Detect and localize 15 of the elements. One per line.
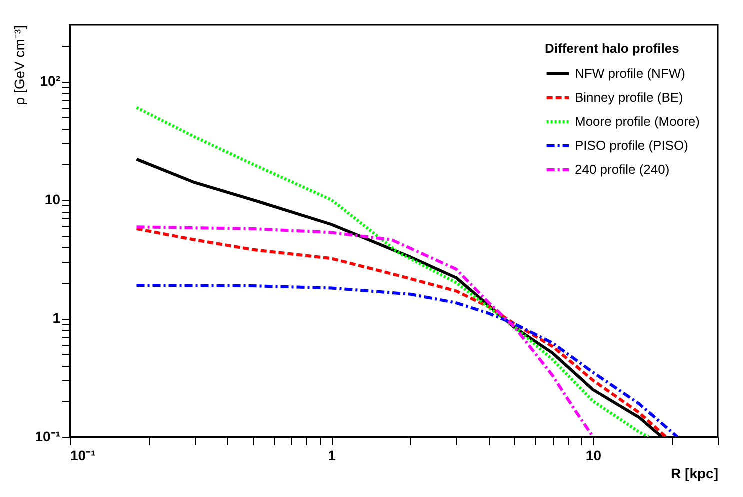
x-axis-title: R [kpc] <box>671 466 718 482</box>
y-tick-label: 10 <box>44 192 61 208</box>
x-tick-label: 1 <box>328 448 336 464</box>
y-axis-title: ρ [GeV cm⁻³] <box>11 26 28 106</box>
x-tick-label: 10 <box>586 448 602 464</box>
legend-label: 240 profile (240) <box>575 162 670 177</box>
y-tick-label: 10² <box>40 73 61 90</box>
legend-label: PISO profile (PISO) <box>575 138 688 153</box>
legend-label: Binney profile (BE) <box>575 90 684 105</box>
legend-label: Moore profile (Moore) <box>575 114 700 129</box>
y-tick-label: 10⁻¹ <box>35 428 61 444</box>
x-tick-label: 10⁻¹ <box>70 448 96 464</box>
y-tick-label: 1 <box>52 310 61 326</box>
legend-title: Different halo profiles <box>545 41 680 56</box>
legend-label: NFW profile (NFW) <box>575 66 686 81</box>
